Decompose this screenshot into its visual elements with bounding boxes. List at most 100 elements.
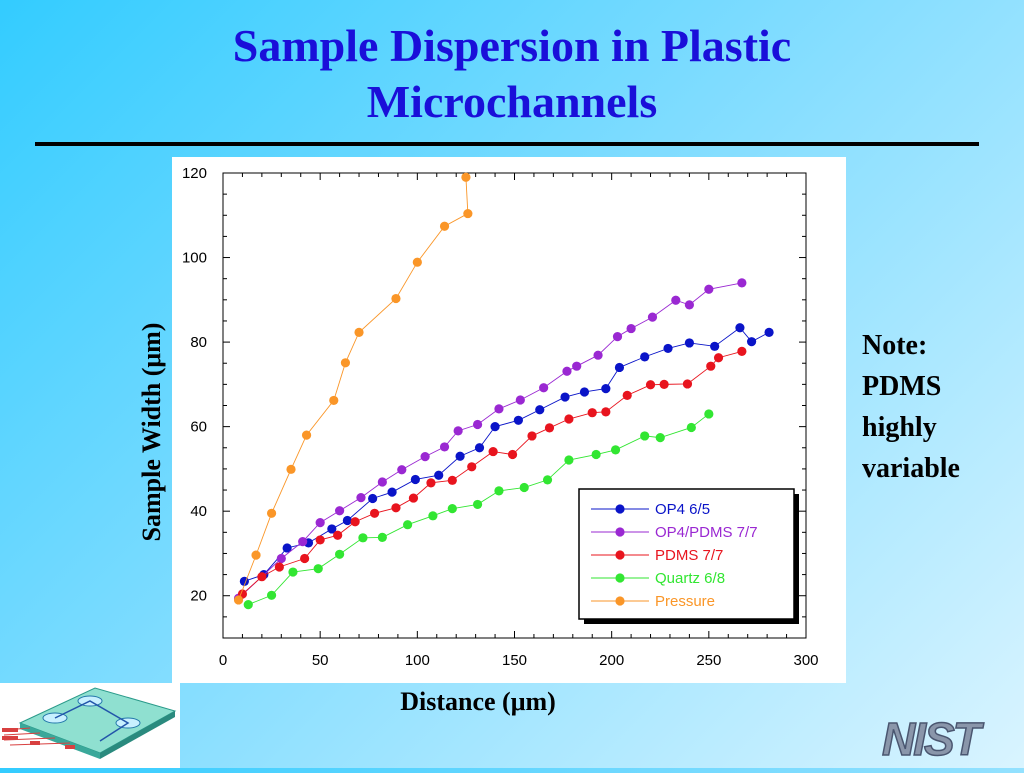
note-line-2: PDMS [862, 371, 942, 402]
data-point-series-2 [622, 390, 632, 400]
data-point-series-2 [315, 535, 325, 545]
data-point-series-3 [591, 449, 601, 460]
data-point-series-4 [461, 172, 471, 182]
x-axis-label: Distance (μm) [400, 687, 556, 716]
slide-title-line-1: Sample Dispersion in Plastic [232, 20, 792, 71]
y-tick-label: 100 [182, 250, 207, 267]
data-point-series-0 [342, 515, 352, 526]
data-point-series-4 [463, 208, 473, 219]
note-box: Note: PDMS highly variable [862, 325, 1012, 489]
data-point-series-0 [368, 493, 378, 504]
data-point-series-3 [243, 600, 253, 610]
legend-label-2: PDMS 7/7 [655, 547, 723, 564]
microfluidic-chip-icon [2, 687, 177, 759]
data-point-series-1 [397, 465, 407, 475]
data-point-series-0 [684, 338, 695, 348]
data-point-series-2 [300, 553, 310, 564]
data-point-series-1 [515, 395, 525, 405]
data-point-series-4 [266, 508, 277, 518]
data-point-series-1 [737, 278, 747, 288]
data-point-series-2 [408, 493, 419, 503]
data-point-series-2 [682, 379, 693, 389]
data-point-series-4 [391, 293, 401, 304]
data-point-series-2 [333, 530, 343, 540]
data-point-series-1 [612, 331, 623, 342]
data-point-series-1 [356, 493, 366, 503]
data-point-series-3 [428, 511, 438, 521]
nist-logo-graphic: NIST [881, 712, 987, 766]
data-point-series-2 [447, 475, 457, 485]
data-point-series-2 [257, 572, 267, 582]
data-point-series-4 [340, 358, 351, 368]
y-axis-label: Sample Width (μm) [137, 322, 166, 542]
data-point-series-0 [474, 443, 485, 453]
data-point-series-3 [610, 445, 621, 455]
slide-title: Sample Dispersion in Plastic Microchanne… [0, 18, 1024, 130]
legend-marker-3 [615, 573, 625, 583]
legend-marker-4 [615, 596, 625, 606]
data-point-series-4 [329, 395, 339, 406]
data-point-series-2 [426, 478, 436, 488]
data-point-series-2 [527, 431, 537, 441]
x-tick-label: 0 [219, 652, 227, 669]
data-point-series-4 [286, 464, 296, 474]
nist-logo-text: NIST [882, 713, 985, 765]
microfluidic-chip-thumbnail [0, 683, 180, 768]
data-point-series-2 [391, 503, 401, 513]
chart-panel: 0 50 100 150 200 250 300 20 40 60 80 100 120 OP4 6/5 O… [172, 157, 846, 683]
data-point-series-3 [564, 455, 574, 465]
data-point-series-2 [350, 517, 360, 527]
data-point-series-0 [640, 352, 650, 362]
data-point-series-3 [686, 422, 696, 433]
data-point-series-4 [233, 595, 244, 605]
data-point-series-2 [544, 423, 555, 433]
data-point-series-1 [593, 350, 603, 360]
legend-marker-2 [615, 550, 625, 560]
data-point-series-0 [746, 337, 757, 347]
data-point-series-2 [645, 380, 656, 390]
data-point-series-1 [420, 452, 430, 462]
data-point-series-1 [704, 284, 714, 294]
data-point-series-1 [335, 506, 345, 516]
x-tick-label: 300 [793, 652, 818, 669]
data-point-series-0 [387, 487, 397, 497]
data-point-series-0 [490, 422, 500, 432]
y-tick-label: 120 [182, 165, 207, 182]
data-point-series-0 [560, 392, 570, 402]
note-line-4: variable [862, 453, 960, 484]
legend-label-3: Quartz 6/8 [655, 570, 725, 587]
data-point-series-3 [472, 499, 483, 510]
data-point-series-3 [403, 520, 413, 530]
x-tick-label: 200 [599, 652, 624, 669]
x-tick-label: 250 [696, 652, 721, 669]
data-point-series-0 [455, 451, 465, 461]
data-point-series-1 [377, 477, 387, 487]
data-point-series-1 [439, 442, 450, 452]
data-point-series-3 [542, 475, 553, 485]
data-point-series-0 [735, 323, 745, 333]
data-point-series-3 [313, 564, 323, 574]
data-point-series-1 [494, 404, 504, 414]
data-point-series-0 [513, 415, 523, 425]
data-point-series-1 [671, 295, 681, 305]
note-line-1: Note: [862, 330, 928, 361]
legend-box [578, 488, 795, 620]
data-point-series-1 [684, 300, 695, 310]
slide-title-line-2: Microchannels [366, 76, 658, 127]
x-tick-label: 50 [312, 652, 329, 669]
data-point-series-2 [737, 346, 747, 356]
data-point-series-2 [706, 361, 716, 371]
legend-marker-1 [615, 527, 625, 537]
data-point-series-0 [535, 405, 545, 415]
data-point-series-1 [276, 553, 286, 564]
data-point-series-2 [507, 449, 518, 460]
legend-marker-0 [615, 504, 625, 514]
data-point-series-0 [614, 362, 625, 373]
data-point-series-4 [301, 430, 312, 440]
data-point-series-1 [539, 383, 549, 393]
nist-logo: NIST [880, 712, 1020, 770]
data-point-series-4 [439, 221, 450, 231]
data-point-series-1 [647, 312, 658, 322]
y-tick-label: 40 [190, 503, 207, 520]
data-point-series-4 [412, 257, 422, 267]
